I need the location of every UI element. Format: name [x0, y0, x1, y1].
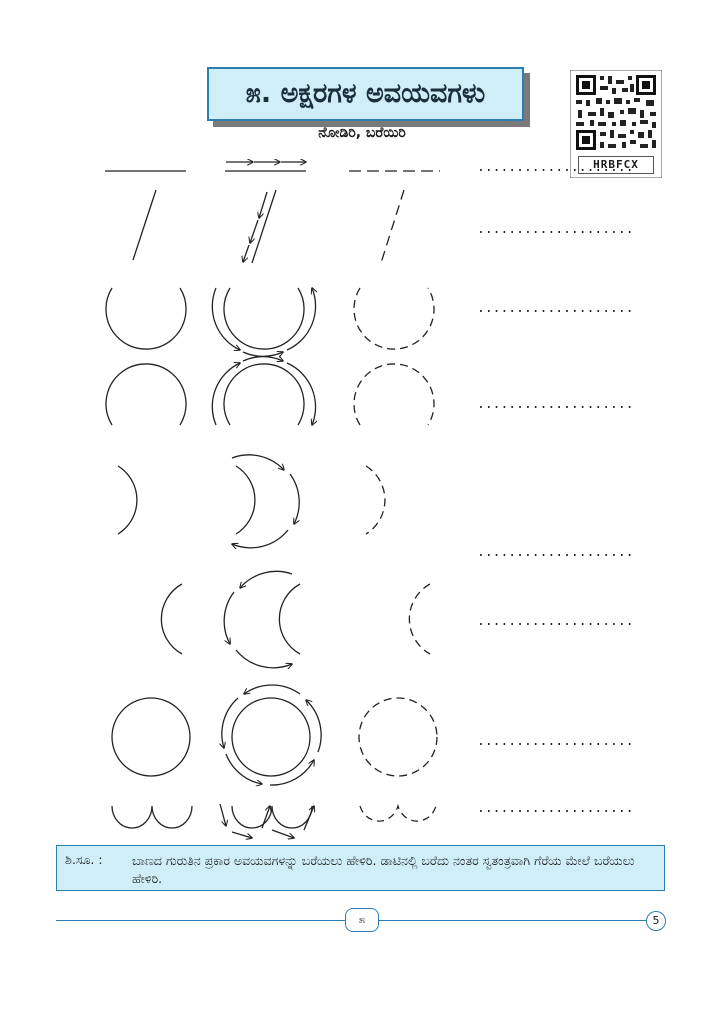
writing-dotted-line[interactable]: .................... — [477, 397, 634, 412]
cap-arc-model — [105, 363, 187, 426]
page-number: 5 — [646, 911, 666, 931]
right-arc-guide — [235, 465, 256, 535]
slant-stroke-model — [132, 189, 157, 261]
double-bowl-guide — [231, 805, 313, 829]
cap-arc-guide — [223, 363, 305, 426]
bowl-arc-model — [105, 287, 187, 350]
double-bowl-model — [111, 805, 193, 829]
writing-dotted-line[interactable]: .................... — [477, 222, 634, 237]
writing-dotted-line[interactable]: .................... — [477, 614, 634, 629]
writing-dotted-line[interactable]: .................... — [477, 734, 634, 749]
teacher-note: ಶಿ.ಸೂ. : ಬಾಣದ ಗುರುತಿನ ಪ್ರಕಾರ ಅವಯವಗಳನ್ನು … — [56, 845, 665, 891]
footer-divider — [378, 920, 646, 921]
slant-stroke-guide — [251, 189, 277, 264]
page-title: ೫. ಅಕ್ಷರಗಳ ಅವಯವಗಳು — [207, 67, 524, 121]
double-bowl-dashed — [359, 803, 437, 822]
bowl-arc-guide — [223, 287, 305, 350]
left-arc-dashed — [408, 583, 431, 655]
bowl-arc-dashed — [353, 287, 435, 350]
note-text: ಬಾಣದ ಗುರುತಿನ ಪ್ರಕಾರ ಅವಯವಗಳನ್ನು ಬರೆಯಲು ಹೇ… — [132, 853, 635, 886]
qr-code-label: HRBFCX — [578, 156, 654, 174]
writing-dotted-line[interactable]: .................... — [477, 801, 634, 816]
circle-guide — [231, 697, 311, 777]
cap-arc-dashed — [353, 363, 435, 426]
chapter-badge: ೫ — [345, 908, 379, 932]
left-arc-model — [160, 583, 183, 655]
circle-dashed — [358, 697, 438, 777]
writing-dotted-line[interactable]: .................... — [477, 301, 634, 316]
footer-divider — [56, 920, 345, 921]
right-arc-model — [117, 465, 138, 535]
page-subtitle: ನೋಡಿರಿ, ಬರೆಯಿರಿ — [318, 125, 406, 141]
left-arc-guide — [278, 583, 301, 655]
right-arc-dashed — [365, 465, 386, 535]
circle-model — [111, 697, 191, 777]
slant-stroke-dashed — [380, 189, 405, 264]
note-prefix: ಶಿ.ಸೂ. : — [65, 852, 103, 867]
writing-dotted-line[interactable]: .................... — [477, 545, 634, 560]
writing-dotted-line[interactable]: .................... — [477, 160, 634, 175]
